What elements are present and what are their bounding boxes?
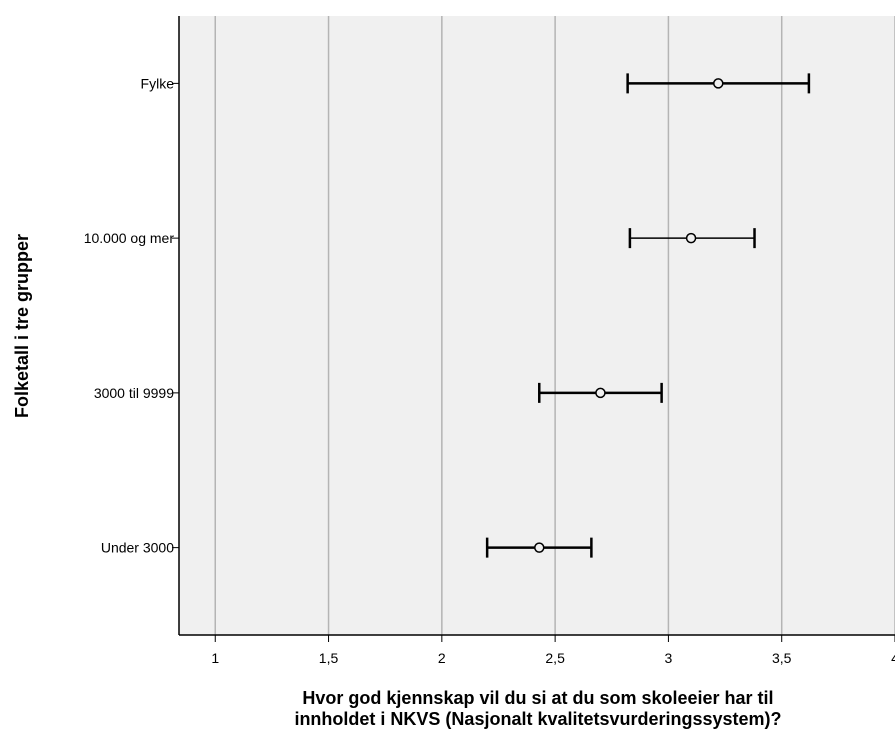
- x-tick-label: 2,5: [545, 650, 565, 666]
- mean-marker: [596, 388, 605, 397]
- mean-marker: [714, 79, 723, 88]
- plot-area: [179, 16, 895, 635]
- y-axis-ticks: Fylke 10.000 og mer 3000 til 9999 Under 300…: [84, 75, 179, 555]
- x-tick-label: 3: [665, 650, 673, 666]
- y-tick-label: Fylke: [141, 75, 175, 91]
- mean-marker: [535, 543, 544, 552]
- y-tick-label: 3000 til 9999: [94, 385, 174, 401]
- mean-marker: [687, 234, 696, 243]
- y-tick-label: 10.000 og mer: [84, 230, 175, 246]
- y-axis-label: Folketall i tre grupper: [12, 234, 32, 418]
- y-tick-label: Under 3000: [101, 540, 174, 556]
- x-tick-label: 3,5: [772, 650, 792, 666]
- x-axis-label-line-2: innholdet i NKVS (Nasjonalt kvalitetsvur…: [294, 709, 781, 729]
- x-axis-ticks: 1 1,5 2 2,5 3 3,5 4: [211, 635, 895, 666]
- x-axis-label-line-1: Hvor god kjennskap vil du si at du som s…: [302, 688, 773, 708]
- x-tick-label: 2: [438, 650, 446, 666]
- x-tick-label: 1: [211, 650, 219, 666]
- x-tick-label: 1,5: [319, 650, 339, 666]
- x-tick-label: 4: [891, 650, 895, 666]
